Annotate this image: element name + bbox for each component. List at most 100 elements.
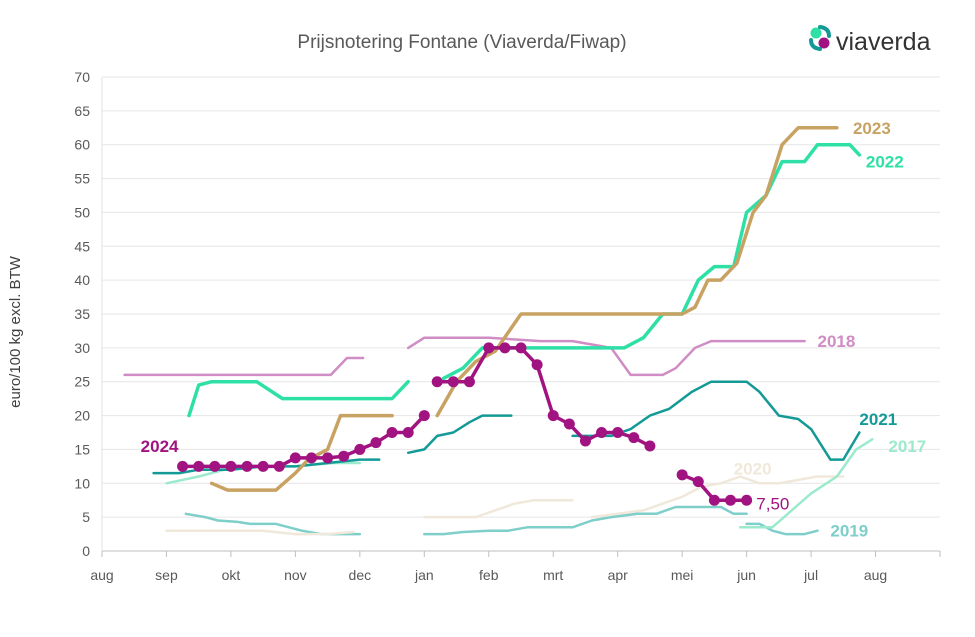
data-point-2024: [209, 460, 221, 472]
axes: 0 5 10 15 20 25 30 35 40 45 50 55 60 65 70 aug sep okt nov…: [74, 69, 941, 583]
x-tick-label: dec: [349, 567, 372, 583]
series-line-2023: [209, 413, 394, 492]
data-point-2024: [612, 427, 624, 438]
data-point-2024: [386, 427, 398, 438]
data-point-2024: [531, 359, 543, 371]
data-point-2024: [692, 476, 704, 488]
y-tick-label: 70: [74, 69, 90, 85]
data-point-2024: [708, 494, 720, 506]
data-point-2024: [193, 460, 205, 472]
data-point-2024: [515, 342, 527, 354]
y-tick-label: 10: [74, 475, 90, 491]
x-tick-label: jul: [803, 567, 818, 583]
data-point-2024: [563, 418, 575, 430]
y-tick-label: 50: [74, 204, 90, 220]
series-line-2020: [165, 529, 355, 536]
series-line-2022: [187, 379, 410, 418]
last-value-label: 7,50: [756, 495, 789, 514]
series-2023: [209, 126, 839, 492]
y-axis-label: euro/100 kg excl. BTW: [7, 255, 24, 408]
data-point-2024: [402, 427, 414, 438]
x-tick-label: jan: [414, 567, 434, 583]
y-tick-label: 20: [74, 408, 90, 424]
x-tick-label: aug: [90, 567, 113, 583]
y-tick-label: 40: [74, 272, 90, 288]
data-point-2024: [370, 437, 382, 449]
series-label-2018: 2018: [818, 332, 856, 351]
data-point-2024: [579, 435, 591, 447]
x-tick-label: aug: [864, 567, 887, 583]
x-tick-label: jun: [736, 567, 756, 583]
series-line-2019: [184, 512, 362, 536]
y-tick-label: 55: [74, 171, 90, 187]
data-point-2024: [177, 460, 189, 472]
series-2022: [187, 142, 862, 418]
series-line-2018: [406, 336, 806, 377]
series-line-2019: [745, 522, 819, 536]
y-tick-label: 45: [74, 238, 90, 254]
data-point-2024: [463, 376, 475, 388]
series-2024: [177, 342, 753, 506]
data-point-2024: [273, 460, 285, 472]
series-2018: [123, 336, 806, 377]
data-point-2024: [241, 460, 253, 472]
x-tick-label: sep: [155, 567, 178, 583]
series-line-2023: [435, 126, 839, 418]
series-2020: [165, 475, 845, 536]
viaverda-logo-icon: [809, 25, 831, 51]
data-point-2024: [338, 450, 350, 462]
viaverda-logo: viaverda: [809, 25, 931, 56]
y-tick-label: 25: [74, 374, 90, 390]
series-line-2019: [423, 505, 748, 536]
series-line-2020: [590, 475, 845, 519]
series-line-2021: [571, 380, 861, 461]
data-point-2024: [547, 410, 559, 422]
y-tick-label: 5: [82, 509, 90, 525]
data-point-2024: [499, 342, 511, 354]
y-tick-label: 35: [74, 306, 90, 322]
data-point-2024: [306, 452, 317, 464]
chart-title: Prijsnotering Fontane (Viaverda/Fiwap): [297, 32, 626, 53]
data-point-2024: [354, 443, 366, 455]
series-label-2024: 2024: [141, 437, 179, 456]
data-point-2024: [483, 342, 495, 354]
x-tick-label: okt: [222, 567, 241, 583]
data-point-2024: [225, 460, 237, 472]
data-point-2024: [257, 460, 269, 472]
x-tick-label: feb: [479, 567, 499, 583]
viaverda-logo-text: viaverda: [836, 28, 931, 56]
y-tick-label: 30: [74, 340, 90, 356]
data-point-2024: [741, 494, 753, 506]
gridlines: [102, 76, 940, 518]
series-label-2023: 2023: [853, 119, 891, 138]
data-point-2024: [644, 440, 656, 452]
series-line-2018: [123, 356, 365, 377]
data-point-2024: [431, 376, 443, 388]
y-tick-label: 0: [82, 543, 90, 559]
data-point-2024: [289, 452, 301, 464]
series-line-2021: [406, 414, 513, 455]
series-layer: [123, 126, 874, 536]
data-point-2024: [447, 376, 459, 388]
data-point-2024: [628, 432, 640, 444]
series-2019: [184, 505, 819, 536]
series-label-2021: 2021: [859, 410, 897, 429]
series-label-2022: 2022: [866, 153, 904, 172]
data-point-2024: [322, 452, 334, 464]
y-tick-label: 60: [74, 137, 90, 153]
series-label-2017: 2017: [888, 437, 926, 456]
series-line-2017: [738, 438, 874, 529]
data-point-2024: [725, 494, 736, 506]
y-tick-label: 65: [74, 103, 90, 119]
series-label-2019: 2019: [830, 522, 868, 541]
series-line-2020: [423, 498, 574, 519]
x-tick-label: mei: [671, 567, 694, 583]
x-tick-label: apr: [608, 567, 629, 583]
y-tick-label: 15: [74, 441, 90, 457]
data-point-2024: [676, 469, 688, 481]
series-line-2022: [441, 142, 862, 381]
series-labels: 2019 2020 2018 2017 2021 2022 2023 2024 7,50: [141, 119, 927, 541]
series-label-2020: 2020: [734, 459, 772, 478]
series-line-2024: [180, 413, 427, 469]
